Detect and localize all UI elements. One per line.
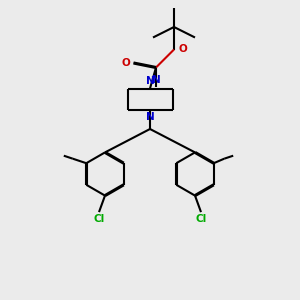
Text: N: N	[146, 76, 154, 86]
Text: O: O	[121, 58, 130, 68]
Text: O: O	[178, 44, 187, 55]
Text: Cl: Cl	[195, 214, 207, 224]
Text: N: N	[152, 75, 160, 85]
Text: N: N	[146, 112, 154, 122]
Text: Cl: Cl	[93, 214, 105, 224]
